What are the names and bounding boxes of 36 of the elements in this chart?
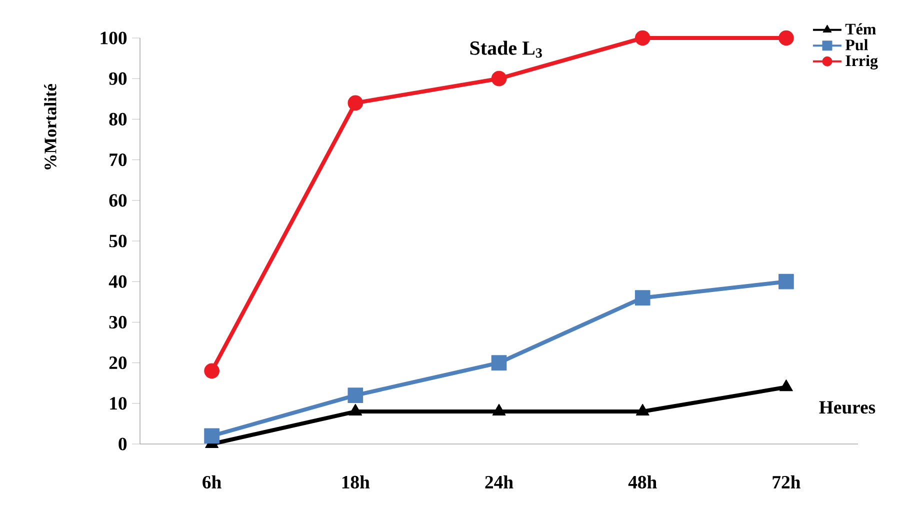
point [204,428,220,444]
point [491,70,507,86]
chart-title: Stade L$_{3}$ [470,40,542,58]
y-tick-label: 20 [109,356,127,370]
y-tick-label: 40 [108,275,127,288]
point [778,30,794,46]
point [348,388,364,403]
y-tick-label: 10 [110,397,127,410]
point [634,290,650,306]
y-tick-label: 90 [109,72,127,85]
y-axis-title: %Mortalité [44,84,56,170]
x-axis-title: Heures [819,401,876,414]
y-tick-label: 100 [100,32,127,44]
x-tick-label: 72h [772,475,800,488]
x-tick-label: 18h [342,475,370,489]
y-tick-label: 50 [109,234,127,248]
point [492,404,506,416]
legend-label: Tém [845,23,876,35]
point [634,30,650,46]
point [348,404,362,416]
y-tick-label: 0 [118,438,127,450]
point [780,379,793,392]
point [204,363,220,379]
y-tick-label: 30 [109,316,127,329]
point [348,95,364,111]
x-tick-label: 48h [628,475,657,489]
point [491,355,507,370]
y-tick-label: 70 [110,153,127,166]
legend-label: Irrig [846,54,878,70]
y-tick-label: 60 [109,194,127,207]
legend-label: Pul [845,39,868,50]
point [778,274,794,290]
x-tick-label: 24h [485,475,514,488]
y-tick-label: 80 [109,112,127,126]
point [636,404,650,416]
x-tick-label: 6h [202,475,222,489]
